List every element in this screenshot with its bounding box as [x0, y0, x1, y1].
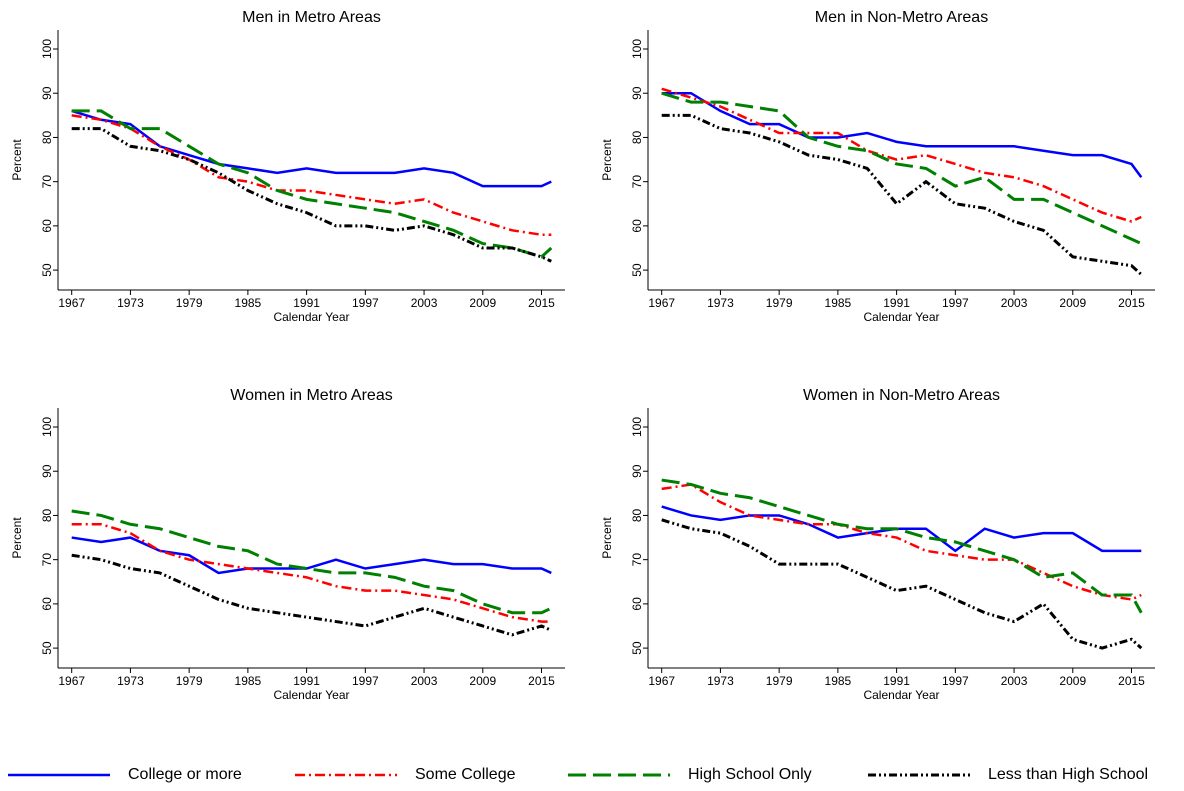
series-line: [661, 505, 1142, 553]
y-tick-label: 60: [630, 219, 644, 233]
x-tick-label: 1967: [648, 296, 675, 310]
x-tick-label: 1991: [293, 674, 320, 688]
y-tick-label: 60: [40, 597, 54, 611]
y-tick-label: 70: [630, 553, 644, 567]
x-tick-label: 1973: [117, 674, 144, 688]
x-tick-label: 1985: [825, 674, 852, 688]
legend-label: High School Only: [688, 766, 812, 783]
y-tick-label: 80: [40, 508, 54, 522]
x-tick-label: 1979: [766, 296, 793, 310]
x-tick-label: 2015: [1118, 674, 1145, 688]
series-line: [71, 114, 552, 236]
y-tick-label: 70: [630, 175, 644, 189]
panel-title: Men in Metro Areas: [242, 9, 381, 26]
y-tick-label: 80: [630, 130, 644, 144]
x-tick-label: 2015: [1118, 296, 1145, 310]
series-line: [661, 478, 1143, 614]
y-axis-label: Percent: [600, 139, 614, 181]
y-tick-label: 100: [40, 417, 54, 437]
series-line: [661, 91, 1143, 178]
x-tick-label: 1979: [176, 296, 203, 310]
x-tick-label: 1997: [352, 296, 379, 310]
x-tick-label: 1973: [117, 296, 144, 310]
panel-title: Men in Non-Metro Areas: [815, 9, 988, 26]
x-tick-label: 2009: [1059, 296, 1086, 310]
x-tick-label: 2003: [411, 296, 438, 310]
series-line: [71, 109, 553, 259]
y-tick-label: 70: [40, 553, 54, 567]
legend-label: Less than High School: [988, 766, 1148, 783]
x-tick-label: 1997: [942, 674, 969, 688]
y-tick-label: 50: [40, 641, 54, 655]
y-tick-label: 90: [630, 464, 644, 478]
series-line: [71, 109, 552, 188]
y-axis-label: Percent: [10, 517, 24, 559]
x-axis-label: Calendar Year: [863, 310, 939, 324]
x-axis-label: Calendar Year: [273, 688, 349, 702]
x-tick-label: 2003: [1001, 296, 1028, 310]
x-axis-label: Calendar Year: [273, 310, 349, 324]
y-tick-label: 90: [40, 464, 54, 478]
x-tick-label: 2003: [411, 674, 438, 688]
x-tick-label: 1979: [176, 674, 203, 688]
legend-label: Some College: [415, 766, 516, 783]
x-tick-label: 2009: [469, 674, 496, 688]
y-tick-label: 60: [630, 597, 644, 611]
y-tick-label: 50: [40, 263, 54, 277]
x-tick-label: 1985: [235, 674, 262, 688]
series-line: [71, 536, 552, 575]
y-tick-label: 80: [630, 508, 644, 522]
x-tick-label: 1997: [942, 296, 969, 310]
y-tick-label: 80: [40, 130, 54, 144]
x-tick-label: 2003: [1001, 674, 1028, 688]
x-tick-label: 1979: [766, 674, 793, 688]
y-tick-label: 70: [40, 175, 54, 189]
series-line: [71, 523, 552, 623]
series-line: [71, 509, 552, 615]
y-tick-label: 100: [630, 417, 644, 437]
x-tick-label: 1997: [352, 674, 379, 688]
y-tick-label: 90: [40, 86, 54, 100]
x-tick-label: 1967: [58, 296, 85, 310]
panel-title: Women in Non-Metro Areas: [803, 387, 1000, 404]
x-tick-label: 1991: [883, 296, 910, 310]
x-tick-label: 1973: [707, 674, 734, 688]
series-line: [661, 113, 1143, 276]
series-line: [71, 127, 552, 263]
x-tick-label: 1985: [235, 296, 262, 310]
y-axis-label: Percent: [600, 517, 614, 559]
y-tick-label: 100: [40, 39, 54, 59]
y-tick-label: 60: [40, 219, 54, 233]
x-tick-label: 2015: [528, 296, 555, 310]
y-tick-label: 100: [630, 39, 644, 59]
x-axis-label: Calendar Year: [863, 688, 939, 702]
x-tick-label: 1991: [293, 296, 320, 310]
legend-label: College or more: [128, 766, 242, 783]
x-tick-label: 1967: [58, 674, 85, 688]
series-line: [661, 87, 1142, 223]
x-tick-label: 2009: [1059, 674, 1086, 688]
series-line: [661, 518, 1143, 650]
y-axis-label: Percent: [10, 139, 24, 181]
x-tick-label: 1967: [648, 674, 675, 688]
x-tick-label: 1991: [883, 674, 910, 688]
y-tick-label: 50: [630, 263, 644, 277]
panel-title: Women in Metro Areas: [230, 387, 392, 404]
y-tick-label: 90: [630, 86, 644, 100]
x-tick-label: 1985: [825, 296, 852, 310]
series-line: [661, 483, 1142, 601]
y-tick-label: 50: [630, 641, 644, 655]
x-tick-label: 2009: [469, 296, 496, 310]
series-line: [661, 91, 1142, 245]
series-line: [71, 553, 552, 637]
x-tick-label: 2015: [528, 674, 555, 688]
x-tick-label: 1973: [707, 296, 734, 310]
